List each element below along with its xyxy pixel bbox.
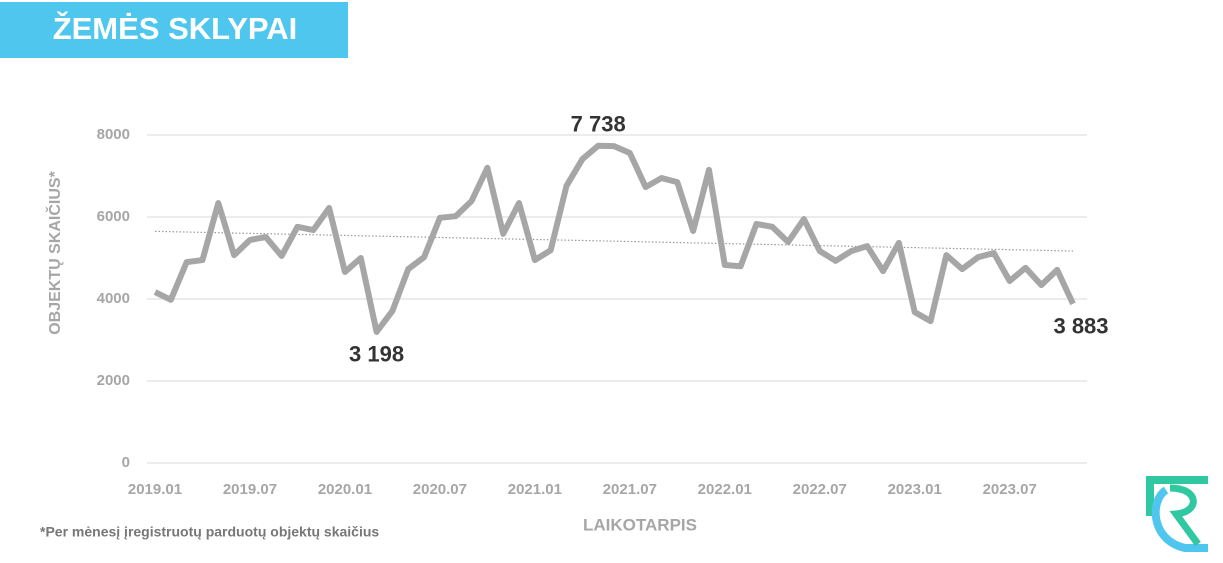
trend-line (154, 230, 1074, 252)
y-tick-label: 2000 (97, 372, 130, 389)
x-tick-label: 2022.01 (698, 481, 752, 498)
y-axis-label: OBJEKTŲ SKAIČIUS* (45, 170, 64, 334)
x-tick-label: 2019.07 (223, 481, 277, 498)
data-line (153, 142, 1076, 335)
x-tick-label: 2020.01 (318, 481, 372, 498)
value-label: 7 738 (571, 112, 626, 137)
title-banner (0, 2, 348, 58)
x-tick-label: 2020.07 (413, 481, 467, 498)
logo (1146, 476, 1208, 552)
value-label: 3 198 (349, 342, 404, 367)
x-tick-label: 2022.07 (793, 481, 847, 498)
y-tick-label: 4000 (97, 290, 130, 307)
x-tick-label: 2019.01 (128, 481, 182, 498)
chart-title: ŽEMĖS SKLYPAI (53, 10, 298, 46)
footnote: *Per mėnesį įregistruotų parduotų objekt… (40, 524, 379, 540)
x-tick-label: 2023.07 (983, 481, 1037, 498)
x-axis-label: LAIKOTARPIS (583, 515, 697, 534)
x-tick-label: 2021.01 (508, 481, 562, 498)
y-tick-label: 0 (122, 454, 130, 471)
y-tick-label: 6000 (97, 208, 130, 225)
y-tick-label: 8000 (97, 126, 130, 143)
value-label: 3 883 (1053, 314, 1108, 339)
x-tick-label: 2021.07 (603, 481, 657, 498)
x-tick-label: 2023.01 (888, 481, 942, 498)
